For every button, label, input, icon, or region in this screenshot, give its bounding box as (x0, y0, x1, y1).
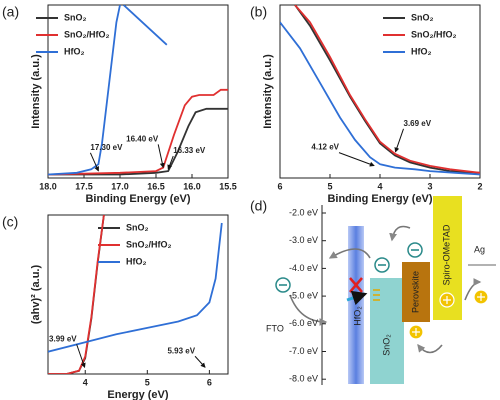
legend-label: SnO₂/HfO₂ (126, 239, 172, 249)
energy-label: -2.0 eV (289, 207, 318, 217)
series-line (294, 5, 480, 174)
layer-label: FTO (266, 323, 284, 333)
y-axis-label: Intensity (a.u.) (262, 54, 274, 129)
energy-label: -7.0 eV (289, 346, 318, 356)
x-tick-label: 17.5 (75, 181, 93, 191)
legend-label: SnO₂/HfO₂ (64, 29, 110, 39)
legend-label: SnO₂ (64, 12, 87, 22)
x-tick-label: 5 (327, 181, 332, 191)
transfer-arrows (289, 225, 482, 354)
x-tick-label: 16.0 (183, 181, 201, 191)
energy-label: -6.0 eV (289, 318, 318, 328)
sno2-layer (370, 278, 404, 384)
x-tick-label: 3 (427, 181, 432, 191)
blocked-mark (349, 277, 363, 293)
series-line (294, 5, 480, 174)
energy-label: -3.0 eV (289, 235, 318, 245)
layer-label: SnO₂ (381, 334, 391, 356)
annotation: 5.93 eV (167, 346, 195, 355)
panel: (c) 4 5 6 Energy (eV) (ahv)² (a.u.) SnO₂ SnO₂/H… (2, 214, 229, 400)
plot-frame (47, 4, 229, 179)
plot-frame (47, 214, 229, 375)
x-axis-label: Binding Energy (eV) (85, 193, 190, 205)
legend-label: SnO₂/HfO₂ (411, 29, 457, 39)
legend-label: SnO₂ (126, 222, 149, 232)
trap-lines (373, 289, 380, 301)
annotation-arrow (394, 128, 404, 153)
energy-label: -5.0 eV (289, 290, 318, 300)
annotation: 3.69 eV (404, 119, 432, 128)
annotation-arrow (76, 344, 86, 369)
x-tick-label: 6 (277, 181, 282, 191)
panel-label: (a) (2, 4, 19, 20)
layer-label: Spiro-OMeTAD (441, 224, 451, 285)
annotation-arrow (194, 355, 206, 368)
annotation: 3.99 eV (49, 334, 77, 343)
annotation-arrow (89, 152, 99, 172)
panel-label: (b) (250, 4, 267, 20)
annotation-arrow (157, 144, 165, 169)
perovskite-layer (402, 262, 430, 322)
x-tick-label: 4 (377, 181, 382, 191)
layer-label: Perovskite (410, 271, 420, 313)
x-tick-label: 6 (207, 377, 212, 387)
series-line (48, 215, 105, 374)
x-tick-label: 17.0 (111, 181, 129, 191)
y-axis-label: (ahv)² (a.u.) (30, 265, 42, 325)
x-tick-label: 16.5 (147, 181, 165, 191)
layer-label: HfO₂ (352, 306, 362, 326)
legend-label: HfO₂ (64, 46, 85, 56)
annotation: 16.33 eV (173, 146, 206, 155)
panel-label: (d) (250, 198, 267, 214)
electron-signs (279, 249, 419, 286)
x-axis-label: Binding Energy (eV) (327, 193, 432, 205)
legend-label: HfO₂ (126, 256, 147, 266)
blocked-arrow (346, 290, 368, 306)
annotation-arrow (167, 155, 174, 170)
x-axis-label: Energy (eV) (107, 389, 168, 400)
series-line (48, 222, 223, 353)
x-tick-label: 18.0 (39, 181, 57, 191)
energy-diagram: (d) HfO₂ SnO₂ Perovskite Spiro-OMeTAD Ag… (250, 196, 496, 385)
legend-label: SnO₂ (411, 12, 434, 22)
annotation: 4.12 eV (311, 143, 339, 152)
holes (408, 289, 489, 340)
series-line (48, 88, 228, 176)
y-axis-label: Intensity (a.u.) (30, 54, 42, 129)
layer-label: Ag (474, 244, 485, 254)
plot-frame (279, 4, 481, 179)
x-tick-label: 2 (477, 181, 482, 191)
x-tick-label: 4 (83, 377, 88, 387)
panel: (a) 18.0 17.5 17.0 16.5 16.0 15.5 Binding Energ… (2, 4, 237, 205)
annotation: 17.30 eV (90, 143, 123, 152)
annotation-arrow (338, 152, 375, 167)
energy-label: -4.0 eV (289, 263, 318, 273)
series-line (48, 107, 228, 176)
series-line (280, 21, 480, 176)
energy-label: -8.0 eV (289, 374, 318, 384)
annotation: 16.40 eV (126, 134, 159, 143)
panel: (b) 6 5 4 3 2 Binding Energy (eV) Intensity (a.… (250, 4, 483, 205)
legend-label: HfO₂ (411, 46, 432, 56)
x-tick-label: 15.5 (219, 181, 237, 191)
series-line (48, 5, 168, 176)
x-tick-label: 5 (145, 377, 150, 387)
panel-label: (c) (2, 214, 18, 230)
